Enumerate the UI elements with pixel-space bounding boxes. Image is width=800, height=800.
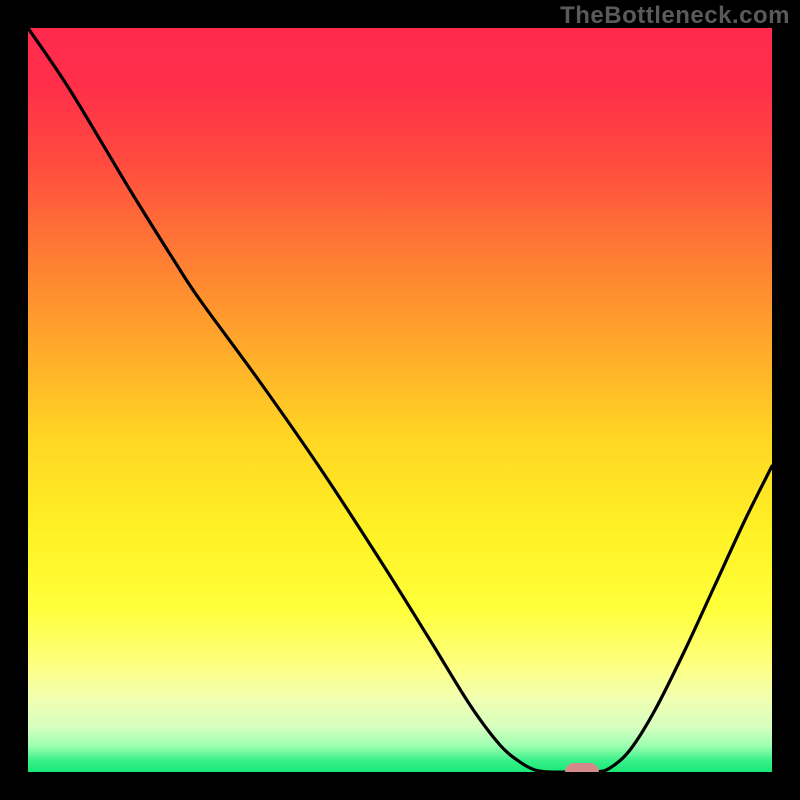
watermark-text: TheBottleneck.com: [560, 2, 790, 30]
target-marker: [565, 763, 599, 781]
bottleneck-curve: [28, 28, 772, 772]
chart-frame: TheBottleneck.com: [0, 0, 800, 800]
curve-overlay: [0, 0, 800, 800]
